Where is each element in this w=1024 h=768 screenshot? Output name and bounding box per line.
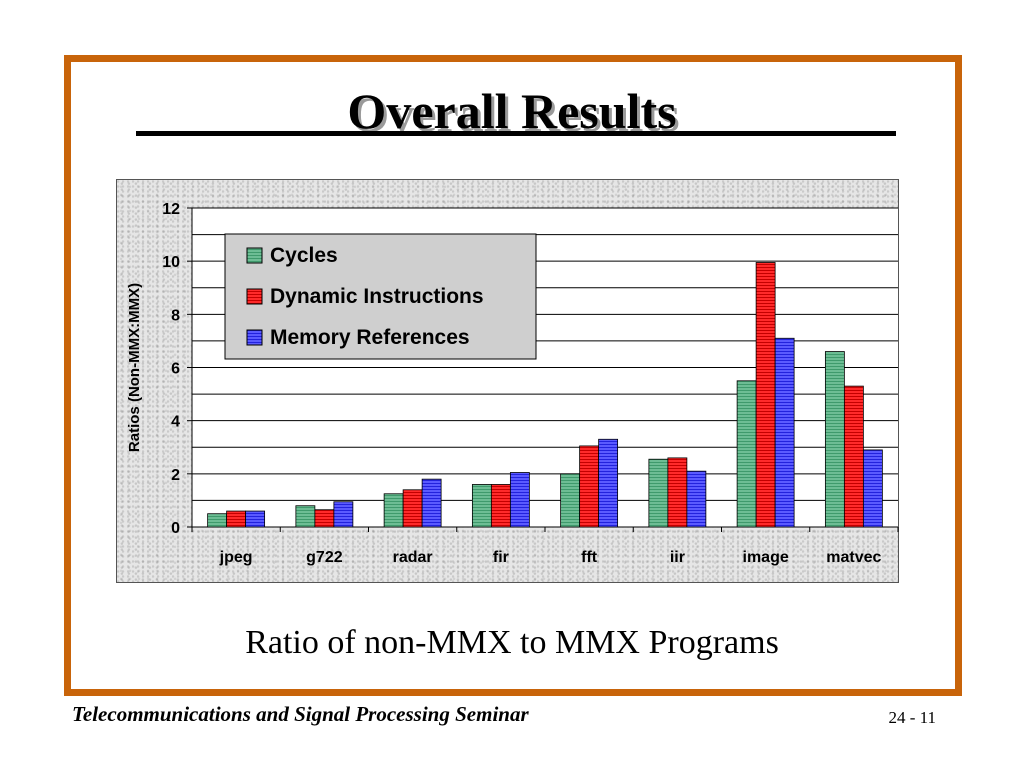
bar-radar-cycles [383, 493, 404, 528]
legend-label: Cycles [270, 244, 338, 267]
bar-radar-dynamic-instructions [402, 489, 423, 528]
bar-fir-dynamic-instructions [490, 484, 511, 528]
chart-area: 0 2 4 6 8 10 12 Ratios (Non-MMX:MMX) jpeg g722 rad… [116, 179, 899, 583]
bar-chart: 0 2 4 6 8 10 12 Ratios (Non-MMX:MMX) jpeg g722 rad… [126, 201, 899, 566]
bar-g722-dynamic-instructions [314, 509, 335, 528]
y-axis-label: Ratios (Non-MMX:MMX) [126, 283, 143, 452]
legend-label: Dynamic Instructions [270, 285, 484, 308]
legend-swatch [246, 329, 263, 346]
y-tick-label: 8 [171, 307, 180, 324]
bar-jpeg-cycles [207, 513, 228, 528]
legend-swatch [246, 247, 263, 264]
y-tick-label: 0 [171, 520, 180, 537]
slide-caption: Ratio of non-MMX to MMX Programs [245, 624, 779, 661]
bar-image-cycles [736, 380, 757, 528]
x-tick-label: fft [581, 549, 598, 566]
bar-image-dynamic-instructions [755, 262, 776, 528]
y-tick-label: 2 [171, 467, 180, 484]
bar-jpeg-dynamic-instructions [226, 510, 247, 528]
y-tick-label: 4 [171, 414, 180, 431]
footer-seminar-name: Telecommunications and Signal Processing… [72, 702, 529, 726]
bar-fft-memory-references [598, 438, 619, 528]
legend-swatch [246, 288, 263, 305]
bar-iir-memory-references [686, 470, 707, 528]
title-underline [136, 131, 896, 136]
x-tick-label: iir [670, 549, 685, 566]
y-tick-label: 10 [162, 254, 180, 271]
bar-image-memory-references [774, 337, 795, 528]
x-tick-label: matvec [826, 549, 881, 566]
bar-matvec-memory-references [862, 449, 883, 528]
bar-g722-cycles [295, 505, 316, 528]
slide-title: Overall Results [347, 83, 677, 139]
bar-fft-dynamic-instructions [579, 445, 600, 528]
legend-box [224, 233, 537, 360]
bar-radar-memory-references [421, 478, 442, 528]
bar-g722-memory-references [333, 501, 354, 528]
x-tick-label: image [743, 549, 789, 566]
y-tick-label: 6 [171, 361, 180, 378]
bar-fft-cycles [560, 473, 581, 528]
bar-matvec-dynamic-instructions [843, 385, 864, 528]
bar-fir-cycles [471, 484, 492, 528]
bar-iir-cycles [648, 458, 669, 528]
bar-matvec-cycles [824, 351, 845, 528]
x-tick-label: radar [393, 549, 433, 566]
y-tick-label: 12 [162, 201, 180, 218]
footer-page-number: 24 - 11 [888, 708, 936, 727]
bar-iir-dynamic-instructions [667, 457, 688, 528]
legend-label: Memory References [270, 326, 470, 349]
bar-fir-memory-references [509, 472, 530, 528]
bar-jpeg-memory-references [245, 510, 266, 528]
x-tick-label: fir [493, 549, 509, 566]
x-tick-label: jpeg [219, 549, 253, 566]
x-tick-label: g722 [306, 549, 343, 566]
